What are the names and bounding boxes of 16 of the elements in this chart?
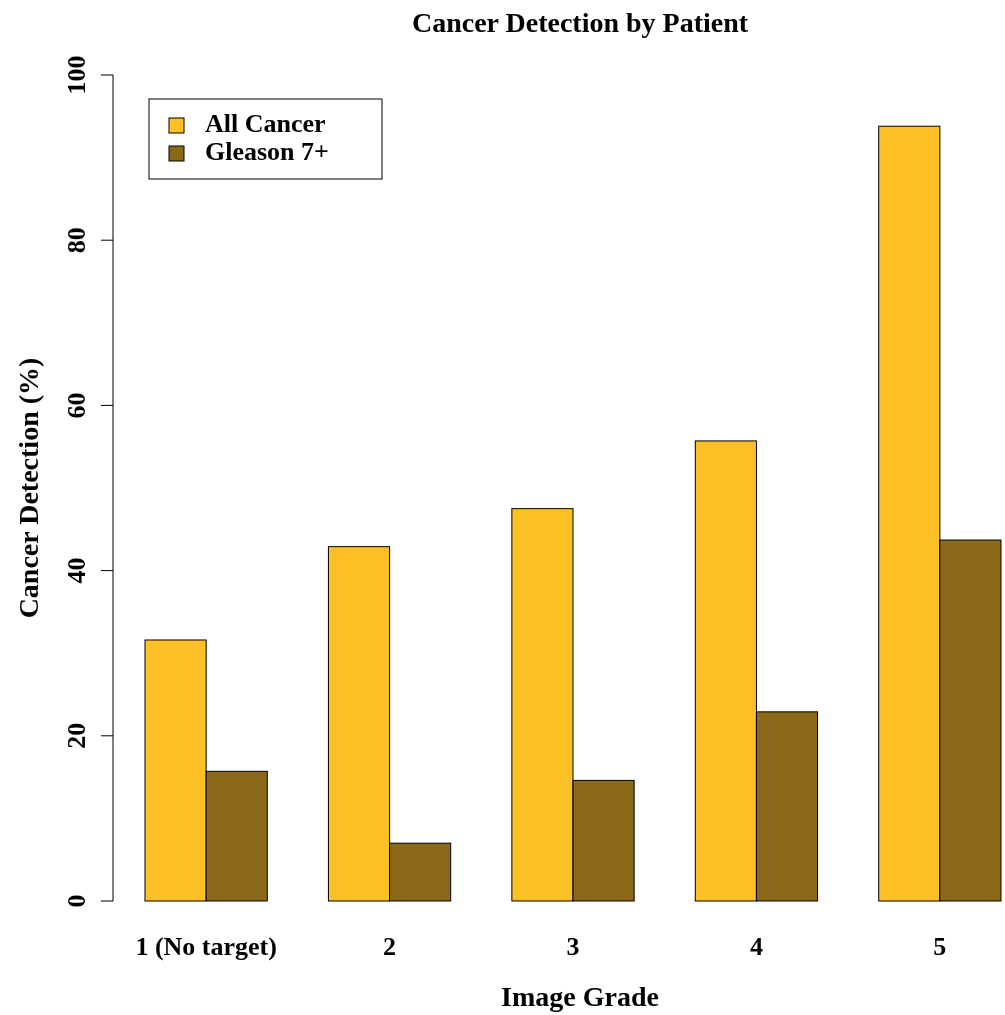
y-tick-label: 60 <box>62 392 91 419</box>
y-tick-label: 20 <box>62 722 91 749</box>
y-tick-label: 0 <box>62 894 91 908</box>
y-tick-label: 80 <box>62 227 91 254</box>
x-tick-label: 2 <box>383 932 397 961</box>
x-tick-label: 5 <box>933 932 947 961</box>
legend-label: All Cancer <box>205 109 326 138</box>
x-tick-label: 3 <box>566 932 580 961</box>
y-axis-title: Cancer Detection (%) <box>13 357 44 619</box>
y-tick-label: 40 <box>62 557 91 584</box>
legend-label: Gleason 7+ <box>205 137 329 166</box>
y-tick-label: 100 <box>62 55 91 95</box>
x-tick-label: 1 (No target) <box>135 932 277 961</box>
x-tick-label: 4 <box>749 932 763 961</box>
x-axis-title: Image Grade <box>501 981 659 1012</box>
chart-title: Cancer Detection by Patient <box>411 7 749 38</box>
